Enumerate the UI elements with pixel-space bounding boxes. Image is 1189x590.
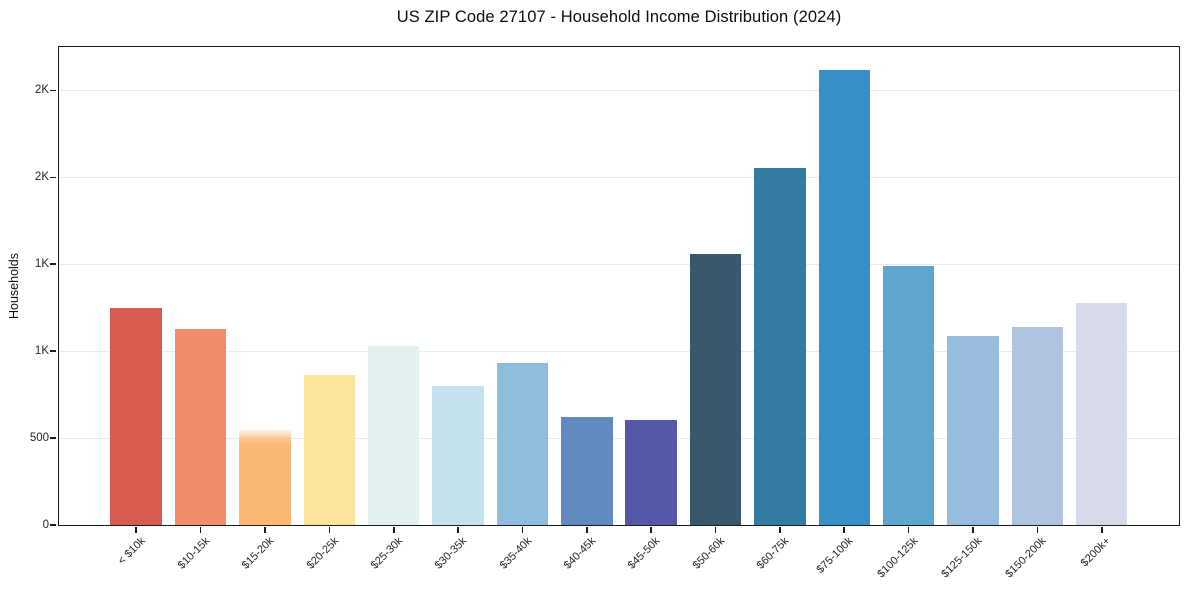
bar: [432, 385, 484, 525]
x-axis-tick: [1036, 527, 1039, 533]
x-tick-label: $10-15k: [175, 535, 213, 572]
gridline: [59, 89, 1179, 91]
x-axis-tick: [264, 527, 266, 533]
x-axis-tick: [779, 527, 781, 533]
y-tick-label: 2K: [34, 84, 49, 97]
y-axis-tick: [50, 263, 56, 266]
y-tick-label: 1K: [34, 258, 49, 271]
bar: [110, 307, 162, 525]
plot-area: 0 500 1K 1K 2K 2K < $10k $10-15k $15-20k $20-25k $…: [30, 46, 1180, 580]
x-tick-label: $45-50k: [626, 535, 663, 572]
x-axis-tick: [586, 527, 588, 533]
y-tick-label: 500: [29, 432, 49, 445]
x-axis-tick: [843, 527, 846, 533]
bar: [754, 167, 806, 525]
x-tick-label: $75-100k: [814, 535, 856, 576]
bar: [367, 345, 420, 525]
y-axis-tick: [50, 350, 56, 352]
x-tick-label: $50-60k: [690, 535, 728, 572]
bar: [496, 363, 549, 525]
x-tick-label: $150-200k: [1003, 535, 1049, 581]
gridline: [59, 437, 1179, 439]
x-axis-tick: [650, 527, 652, 533]
y-tick-label: 1K: [34, 345, 49, 358]
x-tick-label: $15-20k: [239, 535, 277, 572]
bar: [239, 430, 291, 525]
x-axis-tick: [972, 527, 974, 533]
x-axis-tick: [328, 527, 331, 533]
x-axis-tick: [392, 527, 395, 533]
y-axis-tick: [50, 89, 56, 92]
bar: [1011, 326, 1064, 525]
bar: [947, 335, 999, 525]
gridline: [59, 176, 1179, 178]
x-axis-tick: [457, 527, 459, 533]
x-tick-label: $125-150k: [939, 535, 985, 581]
gridline: [59, 350, 1179, 352]
gridline: [59, 263, 1179, 265]
x-tick-label: $40-45k: [561, 535, 599, 572]
bar: [1076, 303, 1128, 525]
y-axis-tick: [50, 176, 56, 179]
x-tick-label: < $10k: [115, 535, 148, 568]
bar: [689, 253, 742, 525]
bar: [818, 69, 871, 525]
x-tick-label: $30-35k: [432, 535, 470, 572]
y-axis-tick: [50, 524, 56, 526]
x-axis-tick: [135, 527, 138, 533]
x-tick-label: $60-75k: [754, 535, 792, 572]
x-tick-label: $25-30k: [368, 535, 406, 572]
bar: [561, 417, 613, 525]
chart-title: US ZIP Code 27107 - Household Income Dis…: [396, 8, 842, 26]
bar: [303, 374, 356, 525]
x-tick-label: $20-25k: [304, 535, 341, 572]
x-tick-label: $200k+: [1079, 535, 1114, 570]
x-axis-tick: [1100, 527, 1103, 533]
x-tick-label: $100-125k: [874, 535, 921, 581]
x-axis-tick: [199, 527, 202, 533]
y-tick-label: 0: [42, 519, 49, 531]
y-axis-tick: [50, 437, 56, 439]
x-axis-tick: [907, 527, 910, 533]
x-tick-label: $35-40k: [497, 535, 534, 572]
y-tick-label: 2K: [34, 171, 49, 184]
bar: [174, 329, 227, 525]
x-axis-tick: [521, 527, 524, 533]
bar: [882, 266, 935, 525]
bar: [625, 419, 677, 525]
x-axis-tick: [714, 527, 717, 533]
